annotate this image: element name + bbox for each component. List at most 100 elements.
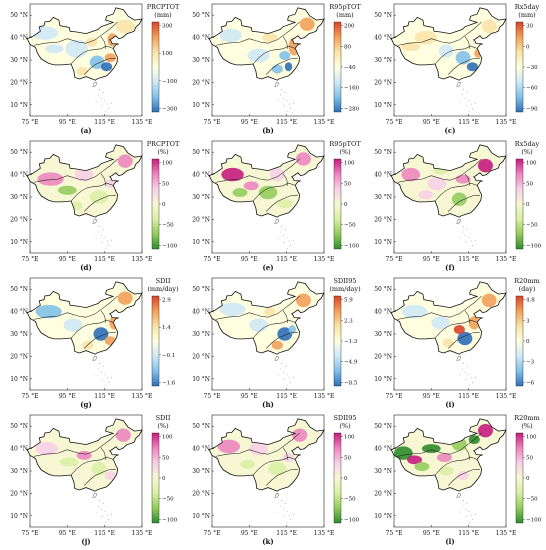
island-outline [462, 499, 464, 502]
china-outline [208, 281, 325, 355]
island-outline [459, 374, 461, 376]
colorbar-tick-label: 50 [344, 455, 351, 461]
island-outline [104, 237, 106, 239]
island-outline [95, 511, 97, 513]
colorbar-tick-label: 4.8 [526, 298, 535, 304]
anomaly-area [436, 453, 452, 463]
island-outline [459, 511, 461, 513]
lon-tick-label: 115 °E [276, 393, 297, 400]
island-outline [274, 218, 280, 224]
region-boundary [282, 173, 288, 186]
colorbar [515, 21, 524, 113]
anomaly-area [277, 327, 293, 341]
island-outline [465, 104, 467, 106]
island-outline [288, 514, 290, 516]
island-outline [465, 378, 467, 380]
island-outline [462, 88, 464, 91]
lat-tick-label: 30 °N [192, 331, 210, 338]
lat-tick-label: 10 °N [374, 513, 392, 520]
colorbar-tick-label: 0 [526, 44, 530, 50]
map-panel-j: 50 °N 40 °N 30 °N 20 °N 10 °N 75 °E 95 °E 115 °… [0, 411, 182, 548]
lat-tick-label: 20 °N [10, 490, 28, 497]
anomaly-area [418, 190, 434, 200]
map-panel-h: 50 °N 40 °N 30 °N 20 °N 10 °N 75 °E 95 °E 115 °… [182, 274, 364, 411]
island-outline [288, 240, 290, 242]
anomaly-area [243, 181, 259, 191]
anomaly-area [277, 199, 293, 209]
island-outline [280, 499, 282, 502]
island-outline [284, 365, 286, 367]
lat-tick-label: 10 °N [10, 376, 28, 383]
lat-tick-label: 10 °N [192, 102, 210, 109]
lat-tick-label: 50 °N [192, 286, 210, 293]
colorbar-tick-label: 50 [526, 455, 533, 461]
region-boundary [464, 173, 470, 186]
colorbar-tick-label: −6 [526, 380, 535, 386]
map-panel-c: 50 °N 40 °N 30 °N 20 °N 10 °N 75 °E 95 °E 115 °… [364, 0, 546, 137]
colorbar [151, 432, 160, 524]
lat-tick-label: 10 °N [10, 513, 28, 520]
colorbar-tick-label: 50 [162, 455, 169, 461]
lon-tick-label: 135 °E [314, 256, 335, 263]
lat-tick-label: 50 °N [374, 423, 392, 430]
lon-tick-label: 95 °E [423, 119, 440, 126]
lon-tick-label: 115 °E [276, 530, 297, 537]
lon-tick-label: 135 °E [496, 530, 517, 537]
island-outline [280, 225, 282, 228]
map-panel-d: 50 °N 40 °N 30 °N 20 °N 10 °N 75 °E 95 °E 115 °… [0, 137, 182, 274]
colorbar-tick-label: 30 [526, 24, 533, 30]
anomaly-area [221, 167, 244, 182]
island-outline [279, 505, 281, 507]
island-outline [462, 225, 464, 228]
anomaly-area [481, 19, 497, 34]
anomaly-area [451, 192, 467, 206]
island-outline [111, 239, 112, 241]
island-outline [111, 513, 112, 515]
colorbar-tick-label: −50 [162, 497, 174, 503]
island-outline [100, 97, 102, 99]
lat-tick-label: 40 °N [192, 35, 210, 42]
island-outline [475, 239, 476, 241]
island-outline [286, 511, 288, 513]
colorbar-tick-label: −100 [162, 517, 178, 523]
anomaly-area [401, 304, 428, 319]
region-boundary [83, 331, 116, 349]
colorbar-tick-label: 0 [526, 202, 530, 208]
lat-tick-label: 20 °N [374, 353, 392, 360]
anomaly-area [232, 188, 248, 197]
island-outline [456, 355, 462, 361]
lon-tick-label: 135 °E [132, 530, 153, 537]
region-boundary [447, 194, 480, 212]
region-boundary [265, 468, 298, 486]
island-outline [98, 499, 100, 502]
island-outline [280, 88, 282, 91]
colorbar-tick-label: 100 [162, 161, 173, 167]
island-outline [290, 108, 292, 110]
lon-tick-label: 115 °E [458, 530, 479, 537]
island-outline [470, 514, 472, 516]
island-outline [286, 100, 288, 102]
colorbar-tick-label: 100 [526, 161, 537, 167]
colorbar-tick-label: −50 [162, 223, 174, 229]
lon-tick-label: 75 °E [22, 119, 39, 126]
lon-tick-label: 75 °E [22, 256, 39, 263]
anomaly-area [219, 302, 246, 317]
lon-tick-label: 75 °E [204, 256, 221, 263]
lon-tick-label: 115 °E [94, 393, 115, 400]
lon-tick-label: 75 °E [386, 530, 403, 537]
lat-tick-label: 50 °N [374, 12, 392, 19]
china-outline [390, 7, 507, 81]
island-outline [274, 492, 280, 498]
colorbar-unit: (mm/day) [147, 285, 179, 293]
panel-label: (g) [80, 400, 92, 409]
region-boundary [100, 36, 106, 49]
china-outline [26, 281, 143, 355]
island-outline [466, 228, 468, 230]
colorbar [151, 295, 160, 387]
panel-label: (c) [445, 126, 456, 135]
colorbar-tick-label: −100 [526, 243, 542, 249]
colorbar [333, 158, 342, 250]
region-boundary [33, 21, 118, 46]
colorbar-tick-label: −90 [526, 106, 538, 112]
